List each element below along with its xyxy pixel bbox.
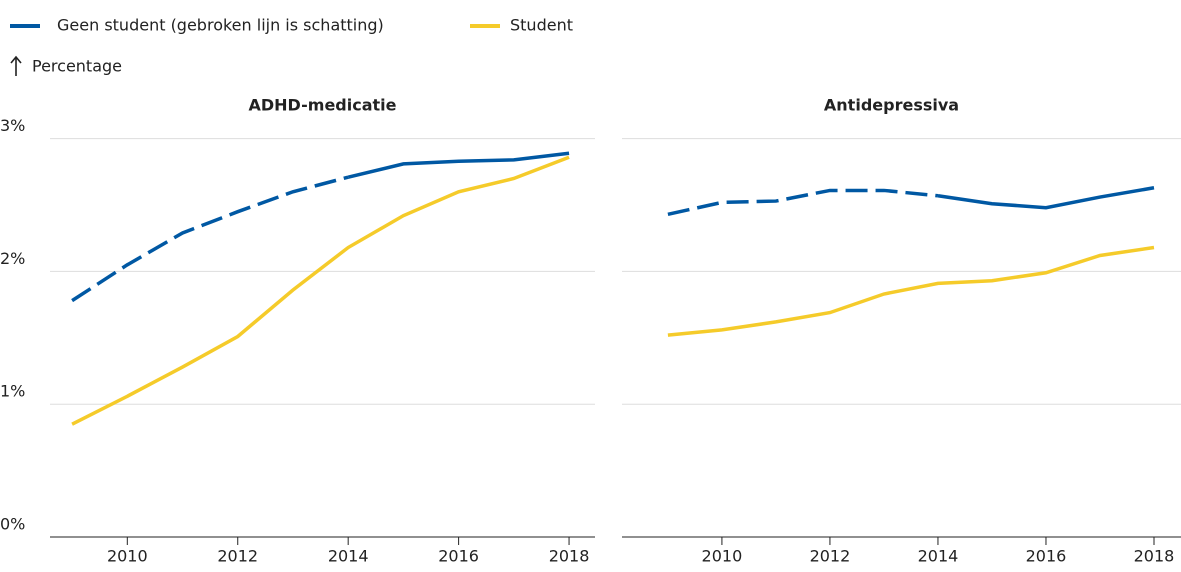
y-tick-label: 1% [0, 382, 25, 401]
legend-label: Geen student (gebroken lijn is schatting… [57, 16, 384, 35]
chart-title: Antidepressiva [824, 96, 959, 115]
x-tick-label: 2014 [918, 547, 959, 566]
x-tick-label: 2010 [107, 547, 148, 566]
line [937, 186, 1155, 210]
line [667, 245, 1155, 337]
x-tick-label: 2016 [438, 547, 479, 566]
line [71, 155, 570, 426]
x-tick-label: 2016 [1026, 547, 1067, 566]
line-estimate [667, 188, 939, 217]
line-estimate [71, 175, 349, 303]
x-tick-label: 2018 [549, 547, 590, 566]
y-tick-label: 2% [0, 249, 25, 268]
x-tick-label: 2014 [328, 547, 369, 566]
y-tick-label: 3% [0, 116, 25, 135]
y-tick-label: 0% [0, 515, 25, 534]
x-tick-label: 2012 [217, 547, 258, 566]
y-axis-label: Percentage [32, 57, 122, 76]
x-tick-label: 2012 [810, 547, 851, 566]
chart-title: ADHD-medicatie [249, 96, 397, 115]
axis-arrow [10, 55, 22, 76]
x-tick-label: 2010 [702, 547, 743, 566]
x-tick-label: 2018 [1134, 547, 1175, 566]
legend-label: Student [510, 16, 573, 35]
line [347, 151, 570, 179]
